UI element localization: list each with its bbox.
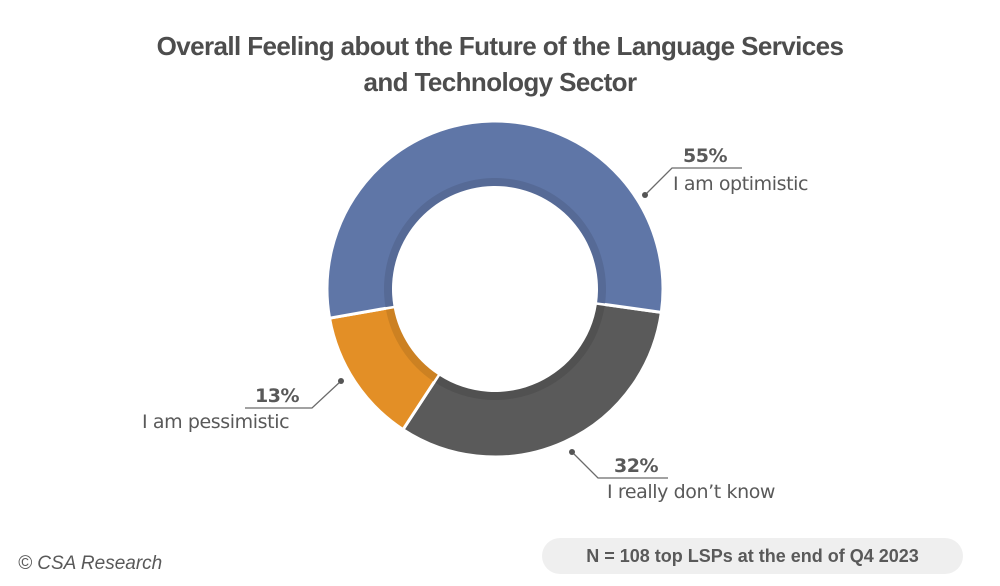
leader-dot-optimistic xyxy=(642,192,648,198)
leader-dot-dont-know xyxy=(569,449,575,455)
slice-value-dont-know: 32% xyxy=(614,455,658,477)
copyright-text: © CSA Research xyxy=(18,553,163,574)
chart-title: Overall Feeling about the Future of the … xyxy=(0,28,1000,100)
leader-line-dont-know xyxy=(571,451,668,479)
leader-dot-pessimistic xyxy=(338,378,344,384)
donut-slice-dont-know xyxy=(400,301,664,459)
slice-label-dont-know: I really don’t know xyxy=(607,481,776,503)
donut-slice-optimistic xyxy=(325,119,665,320)
leader-line-pessimistic xyxy=(245,380,342,409)
donut-inner-rim-pessimistic xyxy=(385,307,438,382)
chart-title-line-2: and Technology Sector xyxy=(363,67,638,97)
chart-title-line-1: Overall Feeling about the Future of the … xyxy=(156,31,844,61)
leader-line-optimistic xyxy=(644,167,742,196)
slice-value-pessimistic: 13% xyxy=(255,385,299,407)
slice-label-optimistic: I am optimistic xyxy=(673,173,809,195)
slice-value-optimistic: 55% xyxy=(683,145,727,167)
leader-lines xyxy=(245,167,742,479)
sample-size-note: N = 108 top LSPs at the end of Q4 2023 xyxy=(542,538,963,574)
donut-inner-rim-dont-know xyxy=(435,304,605,401)
slice-label-pessimistic: I am pessimistic xyxy=(142,411,290,433)
